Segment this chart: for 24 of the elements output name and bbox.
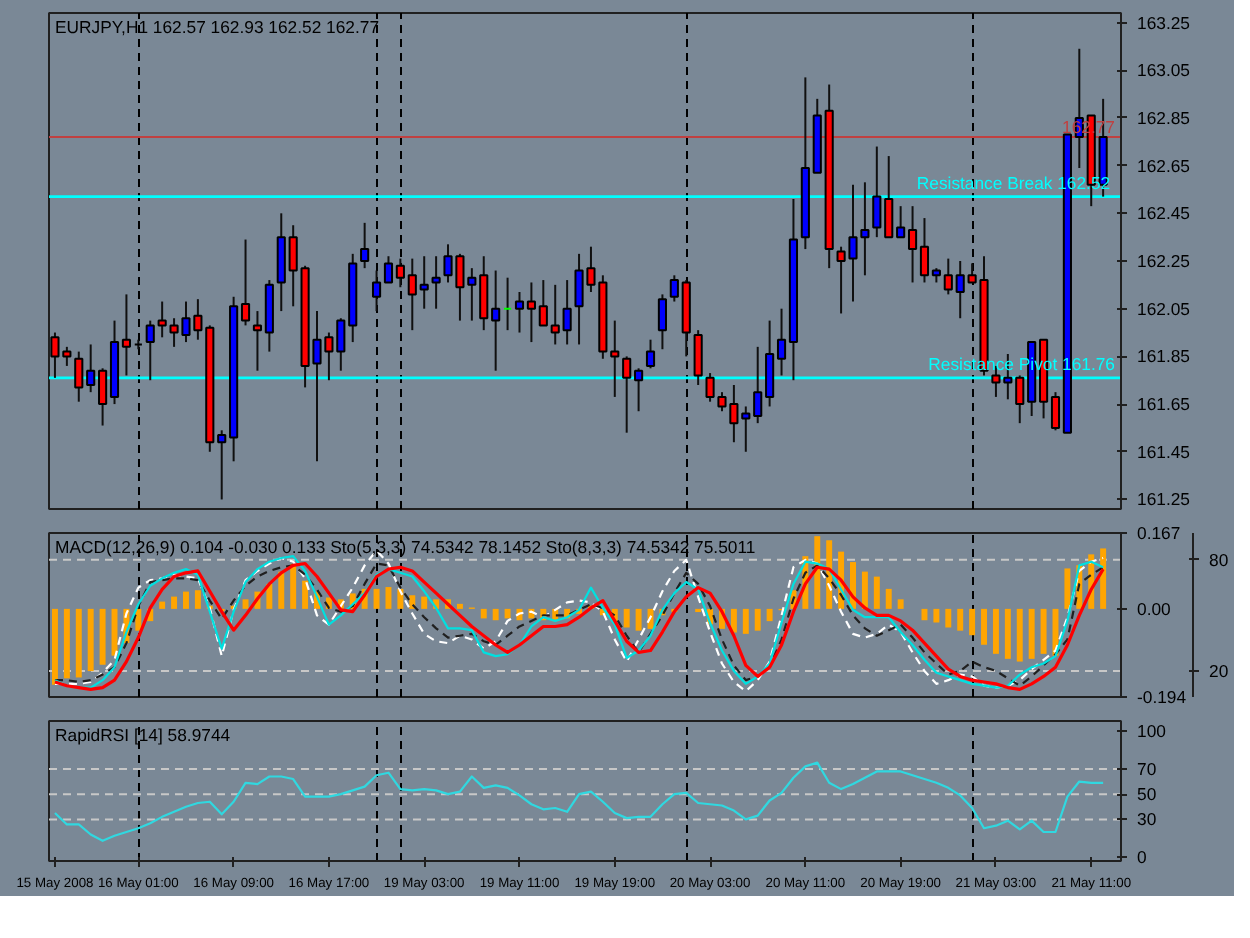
y-tick-label: 100 bbox=[1137, 721, 1167, 742]
y-tick-label: 161.85 bbox=[1137, 346, 1191, 367]
chart-title: EURJPY,H1 162.57 162.93 162.52 162.77 bbox=[55, 17, 380, 37]
y-tick-label: 162.85 bbox=[1137, 107, 1191, 128]
y-tick-label: 0.00 bbox=[1137, 598, 1172, 619]
chart-title: RapidRSI [14] 58.9744 bbox=[55, 725, 231, 745]
y2-tick-label: 20 bbox=[1209, 660, 1229, 681]
y-tick-label: 50 bbox=[1137, 784, 1157, 805]
y-tick-label: 161.45 bbox=[1137, 441, 1191, 462]
y-tick-label: 162.05 bbox=[1137, 298, 1191, 319]
y-tick-label: 162.65 bbox=[1137, 155, 1191, 176]
chart-title: MACD(12,26,9) 0.104 -0.030 0.133 Sto(5,3,3) 74.5342 78.1452 Sto(8,3,3) 74.5342 75.5011 bbox=[55, 537, 756, 557]
y-tick-label: 70 bbox=[1137, 758, 1157, 779]
y-tick-label: 0.167 bbox=[1137, 523, 1181, 543]
y-tick-label: 30 bbox=[1137, 809, 1157, 830]
y-tick-label: 161.65 bbox=[1137, 394, 1191, 415]
y-tick-label: 163.05 bbox=[1137, 60, 1191, 81]
y-tick-label: 162.45 bbox=[1137, 203, 1191, 224]
y-tick-label: 0 bbox=[1137, 847, 1147, 868]
y-tick-label: 163.25 bbox=[1137, 12, 1191, 33]
y-tick-label: 162.25 bbox=[1137, 251, 1191, 271]
y2-tick-label: 80 bbox=[1209, 549, 1229, 570]
y-tick-label: -0.194 bbox=[1137, 687, 1187, 707]
y-tick-label: 161.25 bbox=[1137, 489, 1191, 510]
